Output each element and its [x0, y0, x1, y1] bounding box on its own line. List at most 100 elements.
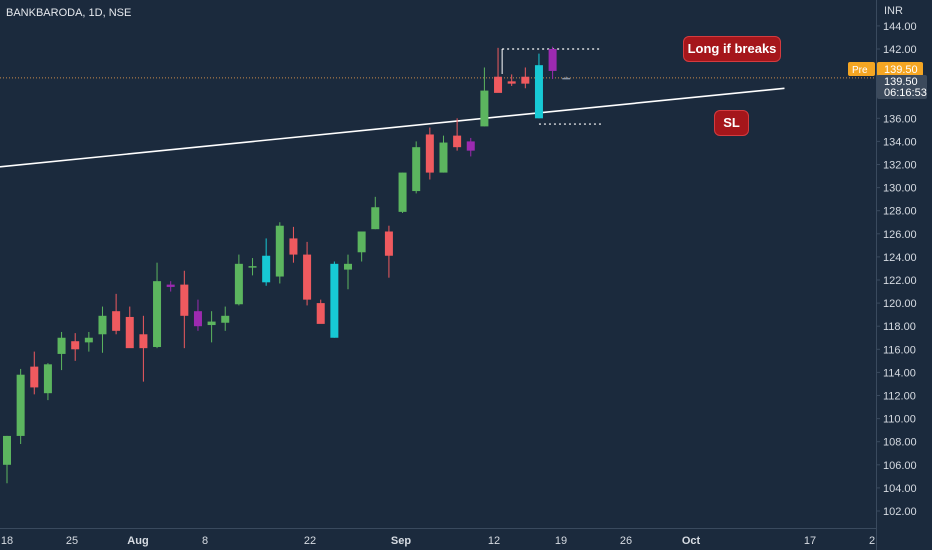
candle-body [562, 77, 571, 80]
candle[interactable] [84, 331, 93, 352]
candle-body [344, 263, 352, 270]
candle[interactable] [425, 127, 434, 180]
candle-body [57, 337, 66, 354]
candle[interactable] [248, 258, 257, 276]
current-price-tag [877, 62, 923, 76]
candle[interactable] [43, 363, 52, 401]
candle[interactable] [330, 261, 339, 338]
y-tick-label: 106.00 [883, 460, 917, 472]
candle[interactable] [398, 172, 407, 214]
x-tick-label: 19 [555, 535, 567, 547]
candle[interactable] [371, 196, 380, 230]
trendline[interactable] [0, 87, 785, 168]
candle[interactable] [166, 281, 175, 292]
candle[interactable] [357, 231, 366, 262]
candle-body [425, 134, 434, 173]
x-tick-label: 12 [488, 535, 500, 547]
y-tick-label: 144.00 [883, 21, 917, 33]
candle[interactable] [439, 135, 448, 173]
time-axis[interactable]: 18 25 Aug 8 22 Sep 12 19 26 Oct 17 2 [1, 535, 875, 547]
currency-label: INR [884, 5, 903, 17]
candle-body [330, 263, 339, 338]
x-tick-label: 8 [202, 535, 208, 547]
candle-body [480, 90, 489, 127]
candle[interactable] [30, 351, 39, 395]
candle[interactable] [193, 299, 202, 331]
candle-body [316, 303, 325, 324]
x-tick-label: Sep [391, 535, 411, 547]
trendline-layer [0, 87, 785, 168]
candle[interactable] [303, 241, 312, 306]
candle-body [384, 231, 393, 256]
candle[interactable] [16, 368, 25, 445]
y-tick-label: 104.00 [883, 483, 917, 495]
candle[interactable] [412, 141, 421, 194]
candle[interactable] [57, 331, 66, 371]
range-box-layer [501, 48, 602, 125]
candle[interactable] [125, 306, 134, 349]
y-tick-label: 120.00 [883, 298, 917, 310]
candle[interactable] [548, 46, 557, 80]
candle[interactable] [3, 435, 11, 484]
candle-body [112, 311, 121, 331]
price-axis[interactable]: 102.00 104.00 106.00 108.00 110.00 112.00 114.… [876, 21, 917, 518]
candle[interactable] [153, 262, 162, 349]
candle[interactable] [71, 333, 80, 361]
candle[interactable] [112, 293, 121, 335]
candle[interactable] [316, 299, 325, 324]
y-tick-label: 108.00 [883, 437, 917, 449]
candle-body [153, 281, 162, 347]
y-tick-label: 114.00 [883, 367, 916, 379]
candle[interactable] [289, 226, 298, 263]
candle-body [125, 316, 134, 349]
candle[interactable] [521, 67, 530, 89]
candle[interactable] [180, 270, 189, 349]
candle[interactable] [494, 47, 503, 93]
candle-body [71, 341, 80, 350]
countdown-timer: 06:16:53 [884, 87, 927, 99]
price-label-box [877, 75, 927, 99]
long-if-breaks-annotation[interactable]: Long if breaks [683, 36, 781, 62]
candle[interactable] [480, 67, 489, 127]
y-tick-label: 116.00 [883, 344, 916, 356]
candle-body [193, 311, 202, 327]
candle-body [303, 254, 312, 300]
y-tick-label: 110.00 [883, 414, 916, 426]
candle[interactable] [98, 306, 107, 353]
x-tick-label: 26 [620, 535, 632, 547]
candle[interactable] [221, 306, 230, 331]
candle-body [466, 141, 475, 151]
candle-body [548, 49, 557, 71]
y-tick-label: 132.00 [883, 160, 917, 172]
current-price-tag-text: 139.50 [884, 64, 918, 76]
y-tick-label: 128.00 [883, 206, 917, 218]
candle-body [84, 337, 93, 343]
candle[interactable] [275, 222, 284, 284]
candle[interactable] [534, 53, 543, 119]
candle[interactable] [562, 76, 571, 80]
y-tick-label: 142.00 [883, 44, 917, 56]
pre-badge [848, 62, 875, 76]
candle-body [3, 435, 11, 465]
y-tick-label: 122.00 [883, 275, 917, 287]
candle-body [221, 315, 230, 323]
candle[interactable] [234, 254, 243, 306]
sl-annotation[interactable]: SL [714, 110, 749, 136]
candle[interactable] [139, 315, 148, 382]
y-tick-label: 118.00 [883, 321, 916, 333]
candle[interactable] [344, 254, 352, 290]
x-tick-label: 25 [66, 535, 78, 547]
candle[interactable] [453, 118, 462, 151]
candle[interactable] [507, 74, 516, 86]
chart-title: BANKBARODA, 1D, NSE [6, 7, 131, 19]
candle[interactable] [466, 137, 475, 157]
candle-body [43, 364, 52, 394]
y-tick-label: 124.00 [883, 252, 917, 264]
candle-body [398, 172, 407, 212]
candle[interactable] [262, 238, 271, 286]
candle[interactable] [384, 225, 393, 278]
candle[interactable] [207, 311, 216, 343]
candle-body [275, 225, 284, 277]
candle-body [371, 207, 380, 230]
